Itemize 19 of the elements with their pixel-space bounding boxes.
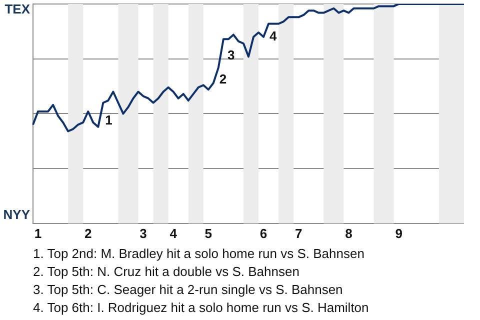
text: 3. Top 5th: C. Seager hit a 2-run single vs S. Bahnsen [33,281,344,299]
x-tick-label: 8 [345,226,352,241]
x-tick-label: 4 [170,226,178,241]
x-tick-label: 7 [295,226,302,241]
x-tick-label: 5 [204,226,212,241]
text: 2. Top 5th: N. Cruz hit a double vs S. Bahnsen [33,263,300,281]
x-tick-label: 1 [34,226,42,241]
text: TEX [4,2,30,17]
annotation: 3 [227,48,235,63]
x-tick-label: 6 [260,226,268,241]
text: 1. Top 2nd: M. Bradley hit a solo home run vs S. Bahnsen [33,245,366,263]
text: NYY [3,206,30,222]
annotation: 2 [219,72,227,87]
x-tick-label: 2 [84,226,92,241]
x-tick-label: 9 [395,226,402,241]
annotation: 1 [105,112,112,128]
text: 4. Top 6th: I. Rodriguez hit a solo home run vs S. Hamilton [33,299,370,317]
annotation: 4 [270,28,278,44]
x-tick-label: 3 [140,226,147,241]
